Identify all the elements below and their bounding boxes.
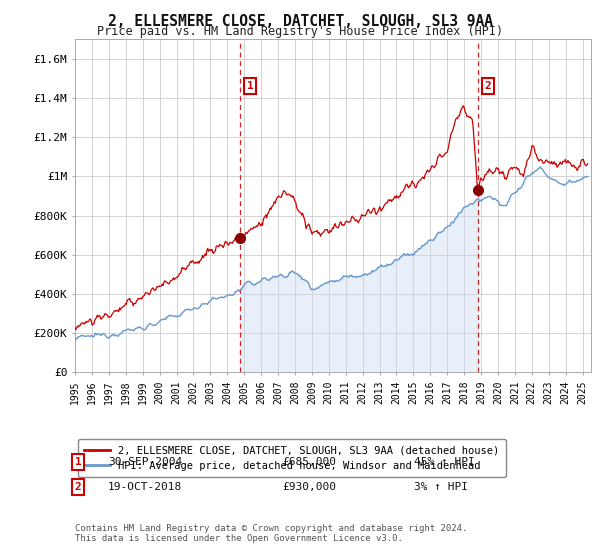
Text: £930,000: £930,000: [282, 482, 336, 492]
Text: 30-SEP-2004: 30-SEP-2004: [108, 457, 182, 467]
Text: 2, ELLESMERE CLOSE, DATCHET, SLOUGH, SL3 9AA: 2, ELLESMERE CLOSE, DATCHET, SLOUGH, SL3…: [107, 14, 493, 29]
Text: 3% ↑ HPI: 3% ↑ HPI: [414, 482, 468, 492]
Text: 1: 1: [247, 81, 253, 91]
Legend: 2, ELLESMERE CLOSE, DATCHET, SLOUGH, SL3 9AA (detached house), HPI: Average pric: 2, ELLESMERE CLOSE, DATCHET, SLOUGH, SL3…: [77, 439, 506, 477]
Text: £685,000: £685,000: [282, 457, 336, 467]
Text: Price paid vs. HM Land Registry's House Price Index (HPI): Price paid vs. HM Land Registry's House …: [97, 25, 503, 38]
Text: Contains HM Land Registry data © Crown copyright and database right 2024.
This d: Contains HM Land Registry data © Crown c…: [75, 524, 467, 543]
Text: 1: 1: [74, 457, 82, 467]
Text: 19-OCT-2018: 19-OCT-2018: [108, 482, 182, 492]
Text: 2: 2: [484, 81, 491, 91]
Text: 2: 2: [74, 482, 82, 492]
Text: 45% ↑ HPI: 45% ↑ HPI: [414, 457, 475, 467]
